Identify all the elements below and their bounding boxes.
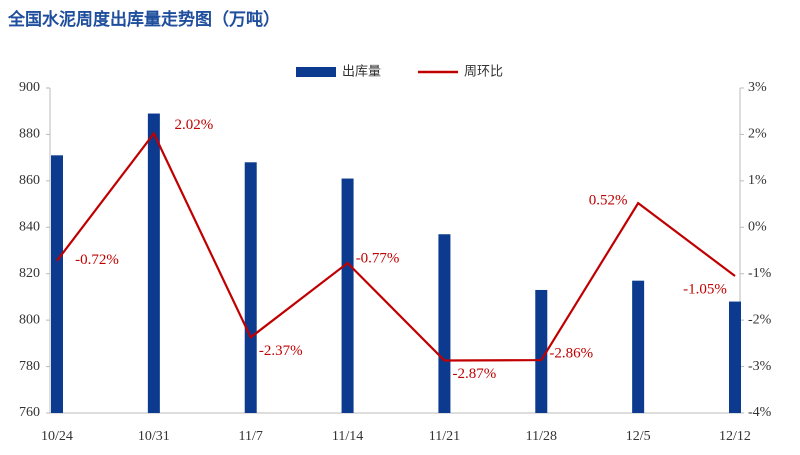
y2-tick-label: 2% [748,127,767,142]
x-tick-label: 12/12 [719,429,751,444]
bar [729,301,741,413]
y2-tick-label: 3% [748,80,767,95]
line [56,131,736,362]
data-label: -0.77% [356,250,400,266]
legend-label: 周环比 [464,65,503,80]
x-tick-label: 10/31 [138,429,170,444]
bar [535,289,548,413]
x-tick-label: 11/14 [332,429,363,444]
y-tick-label: 840 [19,220,40,235]
data-label: -0.72% [75,252,119,268]
bar [632,280,645,413]
x-tick-label: 11/21 [429,429,460,444]
legend-swatch [296,67,336,77]
x-tick-label: 11/7 [239,429,263,444]
y2-tick-label: -3% [748,359,772,374]
data-label: 2.02% [174,117,213,133]
data-label: -2.87% [453,366,497,382]
bar [147,113,160,414]
y2-tick-label: -2% [748,312,772,327]
y-tick-label: 820 [19,266,40,281]
y2-tick-label: 1% [748,173,767,188]
data-label: -2.86% [549,346,593,362]
y2-tick-label: 0% [748,220,767,235]
legend-label: 出库量 [342,64,381,80]
x-tick-label: 11/28 [526,429,557,444]
y2-tick-label: -1% [748,266,772,281]
bar [438,234,451,413]
y-tick-label: 860 [19,173,40,188]
data-label: -1.05% [683,281,727,297]
data-label: -2.37% [259,343,303,359]
chart-title: 全国水泥周度出库量走势图（万吨） [7,9,280,30]
y-tick-label: 760 [19,405,40,420]
y-tick-label: 880 [19,127,40,142]
y-tick-label: 780 [19,359,40,374]
bar [244,162,257,413]
x-tick-label: 12/5 [626,429,651,444]
x-tick-label: 10/24 [41,429,73,444]
data-label: 0.52% [589,193,628,209]
y-tick-label: 800 [19,312,40,327]
bar [51,155,63,414]
y2-tick-label: -4% [748,405,772,420]
y-tick-label: 900 [19,80,40,95]
bar [341,178,354,413]
